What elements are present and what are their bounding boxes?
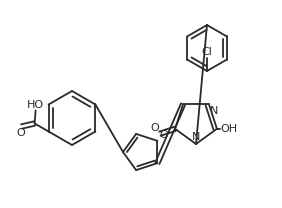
Text: N: N (210, 106, 218, 116)
Text: Cl: Cl (202, 47, 212, 57)
Text: O: O (16, 128, 25, 137)
Text: N: N (192, 132, 200, 142)
Text: HO: HO (27, 99, 44, 109)
Text: O: O (150, 123, 159, 133)
Text: OH: OH (220, 124, 237, 134)
Text: O: O (159, 130, 168, 140)
